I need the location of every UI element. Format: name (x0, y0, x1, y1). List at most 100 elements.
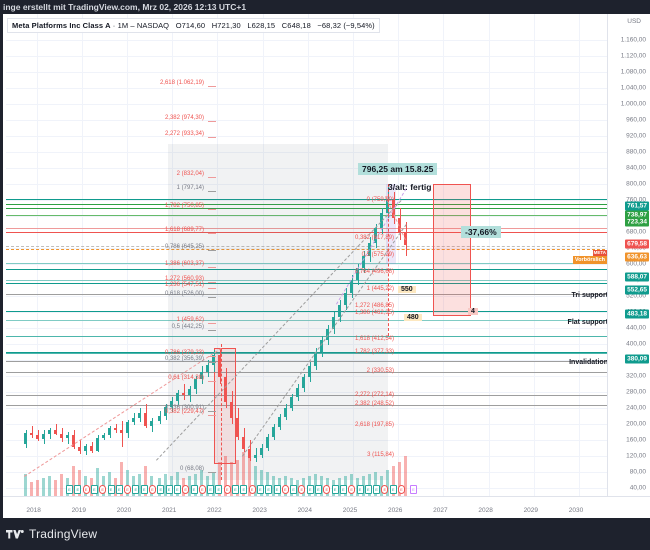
timeline-event-flag[interactable]: E (140, 485, 148, 494)
candle-body (72, 435, 76, 448)
timeline-event-flag[interactable]: E (232, 485, 239, 494)
grid-line-vertical (172, 14, 174, 496)
timeline-event-flag[interactable]: E (364, 485, 372, 494)
premarket-flag: Vorbörslich (572, 256, 607, 264)
candle-body (42, 434, 46, 439)
fib-label-right: 1 (445,22) (366, 286, 394, 292)
candle-body (320, 340, 324, 352)
timeline-event-flag[interactable]: E (132, 485, 140, 494)
volume-bar (30, 482, 34, 496)
grid-line-vertical (398, 14, 400, 496)
wave-4-box: 4 (468, 308, 478, 315)
fib-label-right: 3 (115,84) (367, 452, 394, 458)
timeline-event-flag[interactable]: E (265, 485, 273, 494)
time-tick: 2018 (26, 507, 41, 514)
volume-bar (362, 476, 366, 496)
candle-body (138, 412, 142, 418)
legend-interval: 1M (117, 21, 129, 30)
volume-bar (266, 472, 270, 496)
candle-body (284, 408, 288, 417)
timeline-event-flag[interactable]: E (74, 485, 82, 494)
timeline-event-flag[interactable]: E (398, 485, 405, 494)
study-line (6, 203, 610, 205)
volume-bar (138, 474, 142, 496)
fib-tick-dash (208, 250, 216, 251)
chart-plot-area[interactable]: 2,618 (1.062,19) 2,382 (974,30) 2,272 (933… (6, 14, 610, 518)
volume-bar (36, 480, 40, 496)
fib-label-left: 1 (459,62) (176, 317, 204, 323)
time-tick: 2019 (71, 507, 87, 514)
timeline-event-flag[interactable]: E (348, 485, 356, 494)
timeline-event-flag[interactable]: E (240, 485, 248, 494)
symbol-legend[interactable]: Meta Platforms Inc Class A · 1M – NASDAQ… (7, 18, 380, 33)
timeline-event-flag[interactable]: E (331, 485, 339, 494)
footer-bar: TradingView (0, 518, 650, 550)
grid-line-vertical (81, 14, 83, 496)
price-tick: 400,00 (626, 340, 646, 348)
timeline-event-flag[interactable]: E (389, 485, 397, 494)
time-tick: 2023 (252, 507, 267, 514)
fib-label-right: 0 (759,90) (366, 197, 394, 203)
timeline-event-flag[interactable]: E (373, 485, 381, 494)
volume-bar (114, 478, 118, 496)
candle-body (398, 217, 402, 232)
volume-bar (212, 472, 216, 496)
study-line (6, 228, 610, 230)
timeline-event-flag[interactable]: E (215, 485, 223, 494)
timeline-event-flag[interactable]: E (256, 485, 264, 494)
volume-bar (78, 470, 82, 496)
volume-bar (374, 472, 378, 496)
timeline-event-flag[interactable]: E (223, 485, 231, 494)
fib-label-left: 0,236 (300,91) (164, 405, 204, 411)
timeline-event-flag[interactable]: E (198, 485, 206, 494)
candle-body (188, 388, 192, 396)
timeline-event-flag[interactable]: E (273, 485, 281, 494)
fib-tick-dash (208, 267, 216, 268)
timeline-event-flag[interactable]: E (339, 485, 347, 494)
timeline-event-flag[interactable]: E (165, 485, 173, 494)
timeline-event-flag[interactable]: E (115, 485, 123, 494)
legend-close-label: C (281, 21, 288, 30)
price-tick: 760,00 (626, 196, 646, 204)
timeline-event-flag[interactable]: E (157, 485, 165, 494)
timeline-event-flag[interactable]: E (290, 485, 298, 494)
timeline-event-flag[interactable]: E (356, 485, 364, 494)
price-axis[interactable]: USD 1.160,00 1.120,00 1.080,00 1.040,00 1.00… (607, 14, 650, 518)
timeline-event-flag[interactable]: E (149, 485, 156, 494)
study-line (6, 310, 610, 312)
fib-tick-dash (208, 381, 216, 382)
volume-bar (386, 470, 390, 496)
timeline-event-flag[interactable]: E (381, 485, 389, 494)
fib-label-left: 1,782 (750,85) (164, 203, 204, 209)
timeline-event-flag[interactable]: E (99, 485, 107, 494)
candle-body (206, 364, 210, 372)
timeline-event-flag[interactable]: E (298, 485, 306, 494)
timeline-event-flag[interactable]: E (323, 485, 331, 494)
timeline-event-flag[interactable]: E (173, 485, 181, 494)
study-line (6, 262, 610, 264)
timeline-event-flag[interactable]: E (190, 485, 198, 494)
candle-body (380, 212, 384, 228)
chart-frame[interactable]: 2,618 (1.062,19) 2,382 (974,30) 2,272 (933… (0, 14, 650, 518)
timeline-event-flag[interactable]: E (315, 485, 322, 494)
timeline-event-flag[interactable]: E (306, 485, 314, 494)
timeline-event-flag[interactable]: E (281, 485, 289, 494)
study-line (6, 249, 610, 251)
timeline-event-flag-current[interactable]: E (410, 485, 417, 494)
timeline-event-flag[interactable]: E (248, 485, 256, 494)
timeline-event-flag[interactable]: E (182, 485, 190, 494)
timeline-event-flag[interactable]: E (66, 485, 73, 494)
timeline-event-flag[interactable]: E (90, 485, 98, 494)
time-axis[interactable]: 2018 2019 2020 2021 2022 2023 2024 2025 2026 2027… (3, 496, 650, 518)
time-tick: 2020 (116, 507, 132, 514)
fib-tick-dash (208, 209, 216, 210)
candle-body (302, 376, 306, 388)
timeline-event-flag[interactable]: E (107, 485, 115, 494)
timeline-event-flag[interactable]: E (124, 485, 132, 494)
fib-label-right: 0,764 (496,68) (354, 269, 394, 275)
fib-label-left: 0,61 (314,38) (168, 375, 204, 381)
timeline-event-flag[interactable]: E (207, 485, 215, 494)
timeline-event-flag[interactable]: E (82, 485, 90, 494)
volume-bar (296, 480, 300, 496)
fib-label-left: 0,382 (356,39) (164, 356, 204, 362)
